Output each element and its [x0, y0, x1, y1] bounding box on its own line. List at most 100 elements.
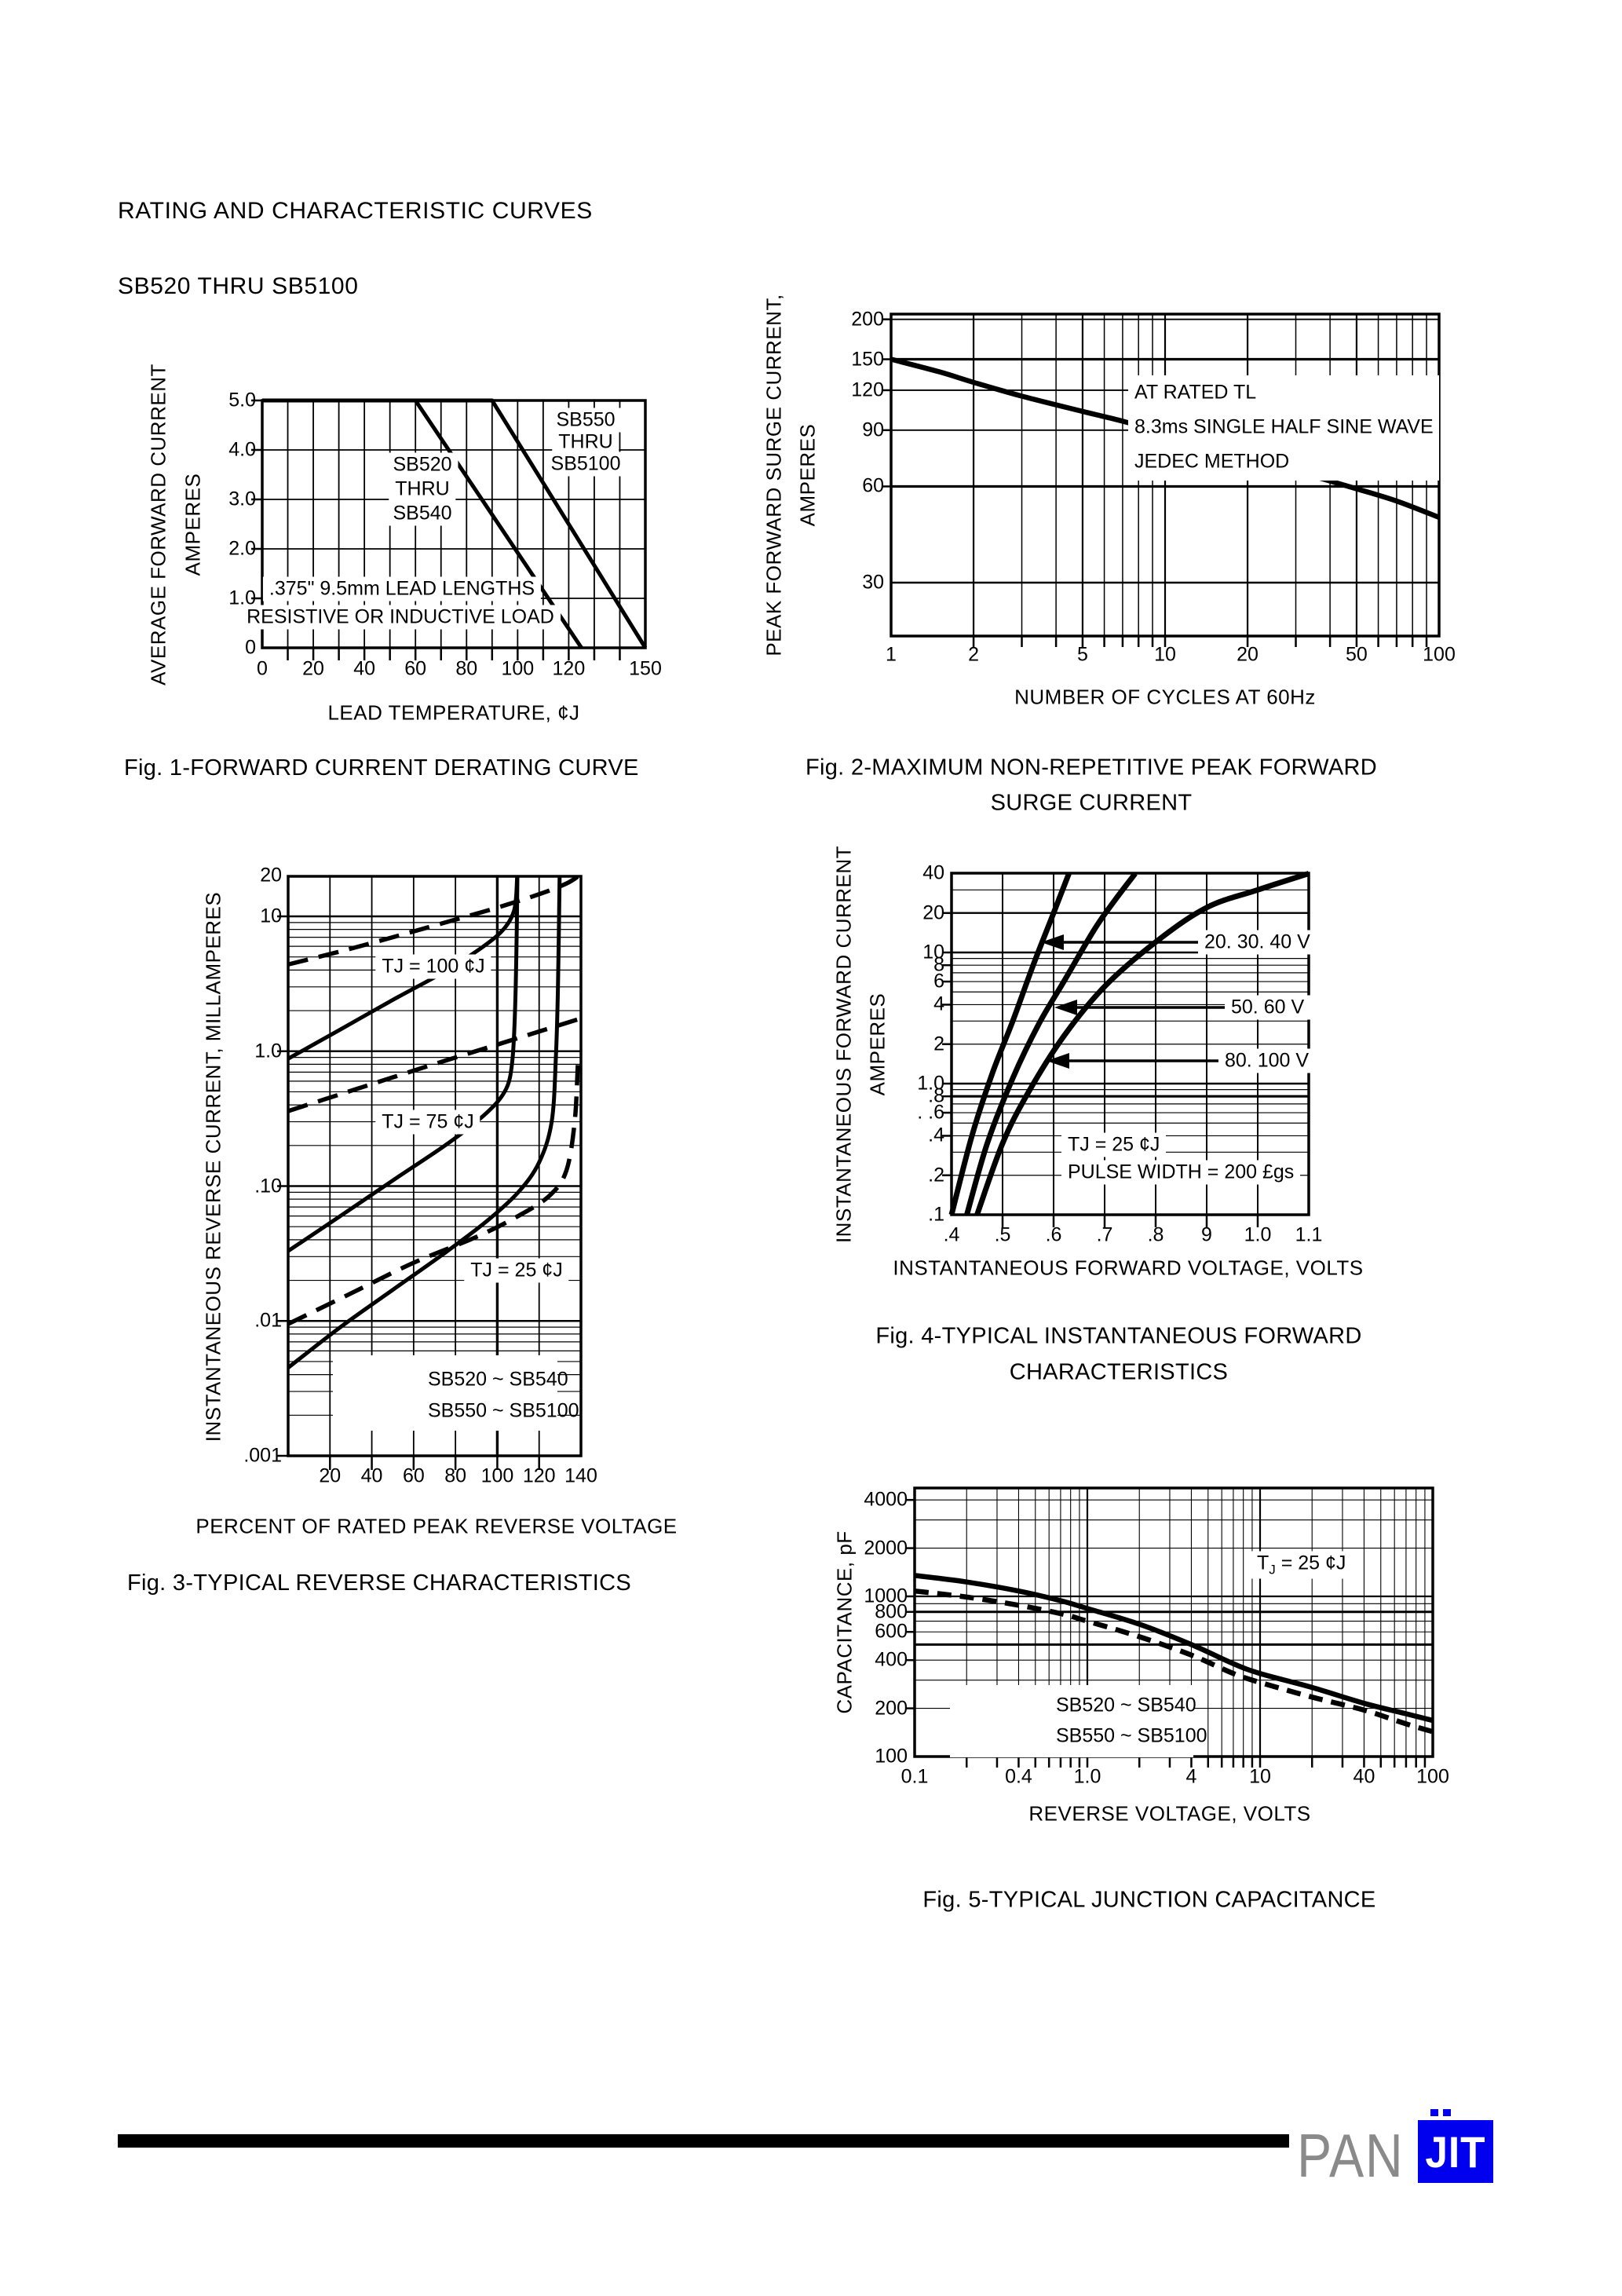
fig5-caption: Fig. 5-TYPICAL JUNCTION CAPACITANCE: [922, 1887, 1376, 1913]
fig1-y-tick-label: 0: [245, 636, 256, 659]
fig2-x-tick-label: 10: [1154, 643, 1176, 666]
fig4-annotation-50-60v: 50. 60 V: [1225, 995, 1311, 1020]
fig3-y-tick-label: 1.0: [254, 1040, 282, 1062]
fig4-note-tj: TJ = 25 ¢J: [1061, 1132, 1167, 1157]
fig1-series1-label-line1: SB520: [386, 452, 458, 477]
fig1-x-tick-label: 80: [455, 657, 478, 680]
fig1-y-tick-label: 3.0: [228, 488, 256, 510]
fig3-tj25-label: TJ = 25 ¢J: [464, 1258, 569, 1283]
fig3-legend-label-sb520: SB520 ~ SB540: [428, 1368, 568, 1391]
fig5-x-tick-label: 0.1: [901, 1765, 929, 1788]
fig5-y-tick-label: 400: [875, 1648, 908, 1671]
fig1-x-tick-label: 100: [501, 657, 535, 680]
fig5-y-axis-label: CAPACITANCE, pF: [832, 1530, 857, 1714]
fig4-y-tick-label: .1: [928, 1203, 944, 1226]
fig4-caption-line1: Fig. 4-TYPICAL INSTANTANEOUS FORWARD: [875, 1323, 1362, 1349]
fig5-x-axis-label: REVERSE VOLTAGE, VOLTS: [1028, 1801, 1311, 1826]
fig1-series2-label-line2: THRU: [552, 430, 619, 455]
fig2-caption-line2: SURGE CURRENT: [990, 790, 1193, 816]
fig5-x-tick-label: 100: [1416, 1765, 1449, 1788]
panjit-logo-dot-left: [1430, 2109, 1438, 2116]
fig3-y-tick-label: .10: [254, 1175, 282, 1197]
fig2-x-tick-label: 1: [886, 643, 897, 666]
fig3-curve-sb550-sb5100: [287, 876, 520, 1253]
fig3-x-tick-label: 140: [564, 1464, 597, 1487]
fig4-y-tick-label: 40: [922, 861, 944, 884]
fig1-series2-label-line1: SB550: [550, 408, 622, 433]
fig1-caption: Fig. 1-FORWARD CURRENT DERATING CURVE: [124, 755, 639, 781]
fig2-x-tick-label: 50: [1346, 643, 1368, 666]
fig1-y-tick-label: 4.0: [228, 438, 256, 461]
fig3-y-tick-label: .01: [254, 1309, 282, 1332]
fig2-note-box: [1128, 375, 1439, 481]
fig5-legend-label-sb520: SB520 ~ SB540: [1056, 1694, 1196, 1717]
fig1-y-tick-label: 5.0: [228, 389, 256, 411]
fig4-curve-80-100-v: [974, 871, 1310, 1216]
fig4-y-tick-label: 4: [933, 993, 944, 1015]
fig4-y-tick-label: 8: [933, 953, 944, 976]
fig2-y-tick-label: 150: [851, 348, 884, 371]
fig1-x-tick-label: 60: [404, 657, 427, 680]
fig2-caption-line1: Fig. 2-MAXIMUM NON-REPETITIVE PEAK FORWA…: [806, 755, 1377, 781]
fig3-tj100-label: TJ = 100 ¢J: [375, 954, 491, 979]
fig4-curve-50-60-v: [964, 872, 1138, 1216]
fig2-x-tick-label: 2: [968, 643, 979, 666]
fig2-note-line2: 8.3ms SINGLE HALF SINE WAVE: [1134, 415, 1434, 438]
fig5-curve-sb520-sb540: [914, 1573, 1434, 1724]
fig5-legend-label-sb550: SB550 ~ SB5100: [1056, 1724, 1207, 1747]
fig3-caption: Fig. 3-TYPICAL REVERSE CHARACTERISTICS: [127, 1570, 632, 1596]
fig5-note-t: T: [1257, 1552, 1269, 1574]
fig1-x-tick-label: 0: [257, 657, 268, 680]
fig5-note-tj: TJ = 25 ¢J: [1251, 1551, 1353, 1579]
fig4-y-tick-label: 10: [922, 941, 944, 963]
fig5-y-tick-label: 2000: [864, 1537, 908, 1559]
fig1-series1-label-line2: THRU: [389, 477, 456, 502]
fig2-y-tick-label: 120: [851, 378, 884, 401]
fig4-annotation-80-100v: 80. 100 V: [1218, 1048, 1316, 1073]
fig1-x-tick-label: 40: [353, 657, 376, 680]
fig2-y-tick-label: 90: [862, 419, 884, 441]
fig4-x-tick-label: .7: [1096, 1223, 1113, 1246]
fig4-y-tick-label: .2: [928, 1164, 944, 1186]
fig2-x-tick-label: 100: [1423, 643, 1456, 666]
fig4-y-axis-label-line1: INSTANTANEOUS FORWARD CURRENT: [831, 845, 856, 1244]
fig4-x-tick-label: 1.1: [1295, 1223, 1323, 1246]
fig4-note-pulse-width: PULSE WIDTH = 200 £gs: [1061, 1160, 1301, 1185]
fig1-curve-sb550-thru-sb5100: [262, 398, 648, 649]
fig5-x-tick-label: 10: [1249, 1765, 1271, 1788]
fig4-y-tick-label: .8: [928, 1084, 944, 1107]
fig3-y-tick-label: .001: [243, 1444, 282, 1467]
fig3-x-tick-label: 40: [360, 1464, 383, 1487]
fig4-y-axis-label-line2: AMPERES: [865, 993, 890, 1096]
fig2-x-tick-label: 20: [1237, 643, 1259, 666]
panjit-logo-jit-text: JIT: [1425, 2126, 1486, 2177]
fig5-y-tick-label: 600: [875, 1620, 908, 1643]
panjit-logo-box: JIT: [1418, 2120, 1493, 2183]
fig3-curve-sb520-sb540: [287, 873, 580, 967]
fig4-y-tick-label: .4: [928, 1124, 944, 1146]
fig1-x-tick-label: 20: [302, 657, 324, 680]
footer-rule: [118, 2134, 1289, 2148]
fig4-arrows: [1041, 934, 1236, 1069]
fig5-y-tick-label: 100: [875, 1745, 908, 1768]
fig4-x-axis-label: INSTANTANEOUS FORWARD VOLTAGE, VOLTS: [893, 1256, 1364, 1280]
fig2-y-axis-label-line1: PEAK FORWARD SURGE CURRENT,: [762, 294, 786, 656]
fig5-x-tick-label: 1.0: [1073, 1765, 1101, 1788]
fig1-y-axis-label-line1: AVERAGE FORWARD CURRENT: [146, 364, 170, 686]
fig5-x-tick-label: 0.4: [1005, 1765, 1032, 1788]
fig3-x-tick-label: 80: [444, 1464, 467, 1487]
fig1-x-tick-label: 150: [629, 657, 662, 680]
fig2-graphics: [882, 313, 1441, 647]
fig2-note-line3: JEDEC METHOD: [1134, 450, 1290, 473]
fig3-x-tick-label: 60: [402, 1464, 425, 1487]
fig3-legend-label-sb550: SB550 ~ SB5100: [428, 1399, 579, 1422]
fig4-caption-line2: CHARACTERISTICS: [1009, 1359, 1229, 1385]
fig1-y-axis-label-line2: AMPERES: [181, 473, 205, 576]
fig5-curve-sb550-sb5100: [914, 1588, 1434, 1735]
fig5-note-rest: = 25 ¢J: [1275, 1552, 1346, 1574]
fig1-note-line1: .375" 9.5mm LEAD LENGTHS: [262, 576, 542, 601]
fig4-x-tick-label: .8: [1147, 1223, 1164, 1246]
fig2-y-tick-label: 60: [862, 474, 884, 497]
fig5-note-sub-j: J: [1269, 1562, 1276, 1578]
